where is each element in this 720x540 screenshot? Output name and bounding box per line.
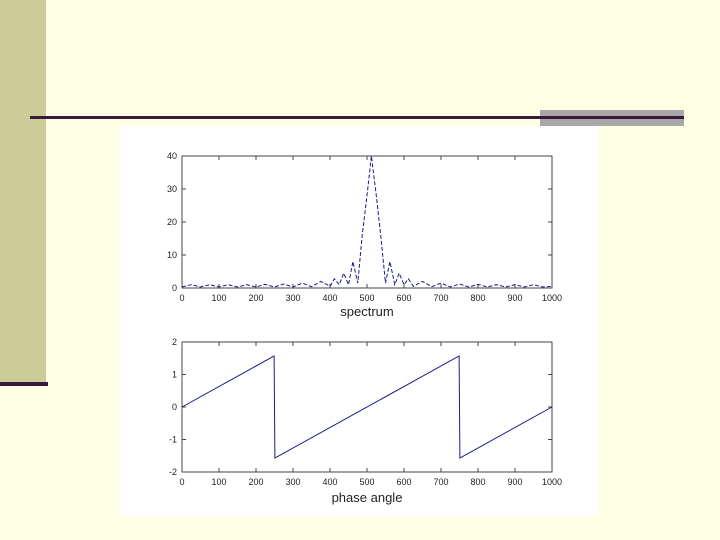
- figure-panel: 0 100 200 300 400 500 600 700 800 900 1000 0 10 20 30 4…: [120, 126, 598, 516]
- y-tick-label: 2: [172, 337, 177, 347]
- y-tick-label: -1: [169, 435, 177, 445]
- charts-svg: 0 100 200 300 400 500 600 700 800 900 100001020304…: [167, 151, 562, 505]
- x-axis-label: phase angle: [332, 490, 403, 505]
- x-tick-label: 700: [433, 293, 448, 303]
- x-tick-label: 600: [396, 477, 411, 487]
- x-tick-label: 300: [285, 293, 300, 303]
- series-line-1: [181, 155, 553, 288]
- x-tick-label: 900: [507, 293, 522, 303]
- y-tick-label: 0: [172, 283, 177, 293]
- y-tick-label: 0: [172, 402, 177, 412]
- slide-sidebar-bar: [0, 0, 46, 382]
- x-tick-label: 800: [470, 293, 485, 303]
- title-rule: [30, 116, 684, 119]
- x-tick-label: 600: [396, 293, 411, 303]
- x-tick-label: 1000: [542, 477, 562, 487]
- x-tick-label: 0: [179, 477, 184, 487]
- plot-frame-1: [181, 155, 553, 289]
- x-tick-label: 800: [470, 477, 485, 487]
- x-tick-label: 900: [507, 477, 522, 487]
- y-tick-label: 30: [167, 184, 177, 194]
- series-line-2: [181, 355, 553, 459]
- x-tick-label: 400: [322, 477, 337, 487]
- x-tick-label: 200: [248, 293, 263, 303]
- x-tick-label: 500: [359, 293, 374, 303]
- y-tick-label: 20: [167, 217, 177, 227]
- y-tick-label: 10: [167, 250, 177, 260]
- sidebar-rule: [0, 382, 48, 386]
- y-tick-label: 1: [172, 370, 177, 380]
- x-tick-label: 0: [179, 293, 184, 303]
- x-tick-label: 300: [285, 477, 300, 487]
- x-tick-label: 1000: [542, 293, 562, 303]
- x-tick-label: 700: [433, 477, 448, 487]
- x-tick-label: 200: [248, 477, 263, 487]
- x-axis-label: spectrum: [340, 304, 393, 319]
- x-tick-label: 400: [322, 293, 337, 303]
- x-tick-label: 100: [211, 293, 226, 303]
- x-tick-label: 100: [211, 477, 226, 487]
- y-tick-label: -2: [169, 467, 177, 477]
- x-tick-label: 500: [359, 477, 374, 487]
- y-tick-label: 40: [167, 151, 177, 161]
